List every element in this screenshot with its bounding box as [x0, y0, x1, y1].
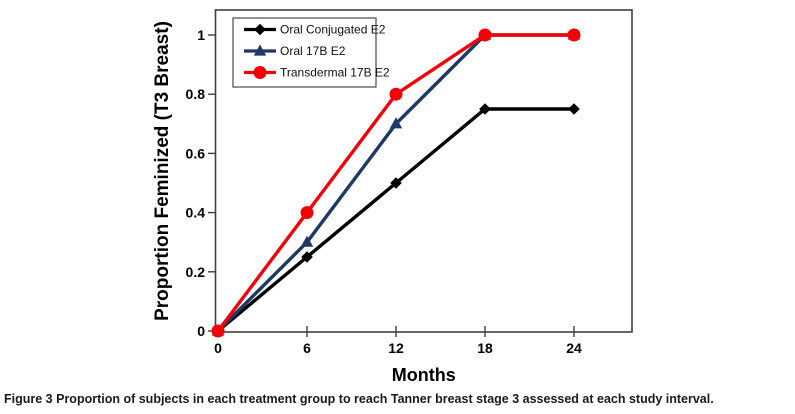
data-point-transdermal-17b-e2-m12 — [389, 87, 403, 101]
legend: Oral Conjugated E2 Oral 17B E2 Transdermal… — [232, 17, 390, 88]
figure-caption-label: Figure 3 — [4, 392, 53, 406]
data-point-oral-conjugated-e2-m6 — [301, 251, 313, 263]
x-tick-label: 0 — [214, 340, 222, 356]
x-tick-label: 24 — [566, 340, 582, 356]
series-transdermal-17b-e2 — [211, 28, 581, 338]
figure-caption: Figure 3 Proportion of subjects in each … — [4, 391, 793, 407]
line-chart: 0 0.2 0.4 0.6 0.8 1 0 6 12 18 24 Months Proportion F… — [152, 9, 633, 385]
y-tick-label: 0.4 — [186, 205, 206, 221]
y-axis-title: Proportion Feminized (T3 Breast) — [152, 21, 173, 321]
data-point-transdermal-17b-e2-m24 — [567, 28, 581, 42]
data-point-oral-17b-e2-m12 — [389, 117, 403, 129]
x-tick-label: 18 — [477, 340, 493, 356]
legend-marker-oral-17b-e2 — [253, 44, 267, 56]
legend-marker-oral-conjugated-e2 — [254, 23, 266, 36]
data-point-transdermal-17b-e2-m6 — [300, 206, 314, 220]
y-tick-label: 0.6 — [186, 145, 206, 161]
x-tick-label: 12 — [388, 340, 404, 356]
legend-label-oral-17b-e2: Oral 17B E2 — [280, 44, 346, 58]
data-point-oral-conjugated-e2-m18 — [479, 103, 491, 115]
x-tick-label: 6 — [303, 340, 311, 356]
y-tick-label: 0.2 — [186, 264, 206, 280]
legend-label-oral-conjugated-e2: Oral Conjugated E2 — [280, 23, 386, 37]
data-point-oral-conjugated-e2-m24 — [568, 103, 580, 115]
legend-marker-transdermal-17b-e2 — [253, 66, 267, 79]
data-point-transdermal-17b-e2-m18 — [478, 28, 492, 42]
x-axis-title: Months — [392, 365, 456, 385]
data-point-oral-conjugated-e2-m12 — [390, 177, 402, 189]
legend-label-transdermal-17b-e2: Transdermal 17B E2 — [280, 66, 390, 80]
figure-caption-text: Proportion of subjects in each treatment… — [56, 392, 714, 406]
y-tick-label: 1 — [197, 27, 205, 43]
data-point-transdermal-17b-e2-m0 — [211, 324, 225, 338]
data-point-oral-17b-e2-m6 — [300, 235, 314, 247]
y-tick-label: 0.8 — [186, 86, 206, 102]
y-tick-label: 0 — [197, 323, 205, 339]
